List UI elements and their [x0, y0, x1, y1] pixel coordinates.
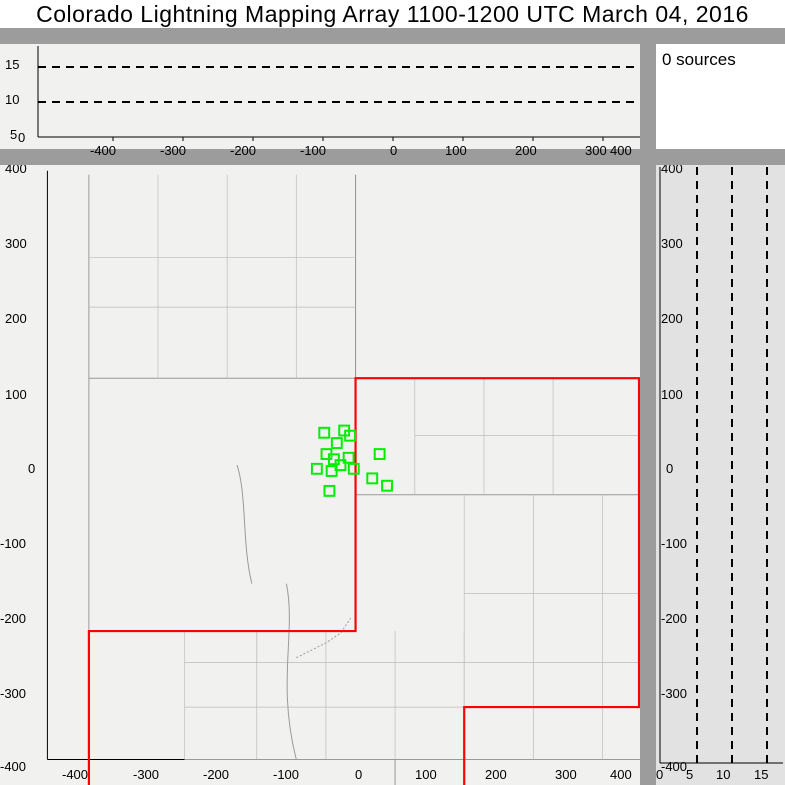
tl-xtick-400: 400: [610, 143, 632, 158]
map-xtick--400: -400: [62, 767, 88, 782]
side-ytick-400: 400: [661, 165, 683, 176]
tl-ytick-5: 5: [10, 127, 17, 142]
side-ytick-300: 300: [661, 236, 683, 251]
map-xtick-300: 300: [555, 767, 577, 782]
tl-xtick-100: 100: [445, 143, 467, 158]
map-ytick-200: 200: [5, 311, 27, 326]
tl-xtick-200: 200: [515, 143, 537, 158]
tl-ytick-10: 10: [5, 92, 19, 107]
map-ytick-0: 0: [28, 461, 35, 476]
side-ytick-0: 0: [666, 461, 673, 476]
map-xtick-400: 400: [610, 767, 632, 782]
map-ytick--100: -100: [0, 536, 26, 551]
tl-xtick-0: 0: [390, 143, 397, 158]
side-histogram-panel: 400 300 200 100 0 -100 -200 -300 -400 0 …: [656, 165, 785, 785]
tl-xtick--200: -200: [230, 143, 256, 158]
map-ytick-400: 400: [5, 165, 27, 176]
side-ytick--300: -300: [661, 686, 687, 701]
map-ytick--400: -400: [0, 759, 26, 774]
map-xtick--100: -100: [273, 767, 299, 782]
map-ytick-100: 100: [5, 387, 27, 402]
side-xtick-5: 5: [686, 767, 693, 782]
sources-count-label: 0 sources: [662, 50, 736, 70]
side-ytick--100: -100: [661, 536, 687, 551]
tl-ytick-15: 15: [5, 57, 19, 72]
map-xtick-0: 0: [355, 767, 362, 782]
page-title: Colorado Lightning Mapping Array 1100-12…: [36, 1, 749, 28]
lightning-marker[interactable]: [375, 449, 385, 459]
time-series-axes: [0, 44, 640, 149]
lightning-marker[interactable]: [324, 486, 334, 496]
tl-xtick--300: -300: [160, 143, 186, 158]
title-bar: Colorado Lightning Mapping Array 1100-12…: [0, 0, 785, 36]
side-ytick--400: -400: [661, 759, 687, 774]
lightning-marker[interactable]: [319, 428, 329, 438]
side-xtick-10: 10: [716, 767, 730, 782]
side-xtick-15: 15: [754, 767, 768, 782]
side-ytick--200: -200: [661, 611, 687, 626]
tl-ytick-0: 0: [18, 130, 25, 145]
lightning-marker[interactable]: [332, 438, 342, 448]
lightning-marker[interactable]: [312, 464, 322, 474]
map-xtick--200: -200: [203, 767, 229, 782]
map-panel[interactable]: 400 300 200 100 0 -100 -200 -300 -400 -4…: [0, 165, 648, 785]
tl-xtick-300: 300: [585, 143, 607, 158]
map-xtick-200: 200: [485, 767, 507, 782]
map-ytick--300: -300: [0, 686, 26, 701]
tl-xtick--400: -400: [90, 143, 116, 158]
lightning-mapping-array-app: Colorado Lightning Mapping Array 1100-12…: [0, 0, 785, 785]
time-series-panel: 15 10 5 0 -400 -300 -200 -100 0 100 200 …: [0, 44, 648, 157]
map-xtick-100: 100: [415, 767, 437, 782]
lightning-marker[interactable]: [349, 464, 359, 474]
tl-xtick--100: -100: [300, 143, 326, 158]
map-ytick--200: -200: [0, 611, 26, 626]
side-ytick-200: 200: [661, 311, 683, 326]
sources-count-panel: 0 sources: [656, 44, 785, 157]
map-xtick--300: -300: [133, 767, 159, 782]
lightning-markers-group[interactable]: [312, 426, 392, 496]
side-ytick-100: 100: [661, 387, 683, 402]
lightning-marker[interactable]: [367, 473, 377, 483]
side-xtick-0: 0: [656, 767, 663, 782]
lightning-marker[interactable]: [382, 481, 392, 491]
map-svg: [0, 165, 640, 785]
map-ytick-300: 300: [5, 236, 27, 251]
